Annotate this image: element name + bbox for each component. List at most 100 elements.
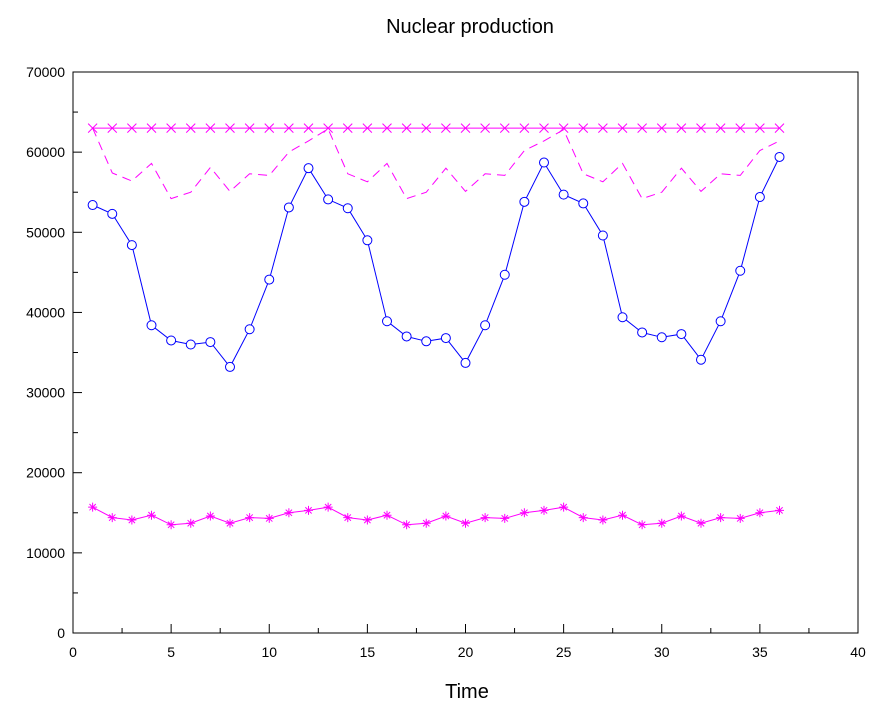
data-point [676,511,686,521]
data-point [166,335,177,346]
data-point [264,123,275,133]
data-point [656,332,667,343]
data-point [754,192,765,203]
data-point [323,123,333,133]
y-tick-label: 70000 [26,64,65,80]
data-point [755,123,765,133]
data-point [303,163,314,174]
data-point [107,208,118,219]
series-2 [92,127,780,200]
data-point [342,123,353,133]
data-point [205,123,216,133]
data-point [735,123,746,133]
x-tick-label: 35 [752,644,768,660]
data-point [166,520,176,530]
data-point [656,123,667,133]
series-3 [87,123,785,133]
x-tick-label: 0 [69,644,77,660]
data-point [559,502,569,512]
y-tick-label: 20000 [26,465,65,481]
axes: 0 5 10 15 20 25 30 35 40 0 10000 20000 30000 40000 500… [26,64,866,660]
data-point [127,515,137,525]
data-point [597,230,608,241]
data-point [185,339,196,350]
series-line [92,156,780,368]
data-point [303,123,314,133]
data-point [323,194,334,205]
data-point [539,157,549,168]
data-point [716,513,726,523]
x-tick-label: 5 [167,644,175,660]
x-axis-title: Time [445,681,489,703]
data-point [342,203,353,214]
data-point [127,123,137,133]
data-point [519,123,530,133]
data-point [304,505,313,515]
data-point [500,513,510,523]
data-point [637,327,648,338]
data-point [362,235,373,246]
data-point [598,515,608,525]
data-point [461,518,470,528]
x-tick-label: 30 [654,644,670,660]
data-point [676,329,687,340]
plot-area [87,123,785,530]
data-point [696,123,706,133]
data-point [578,123,589,133]
data-point [284,123,294,133]
series-4 [88,502,784,530]
y-tick-label: 60000 [26,144,65,160]
data-point [480,513,490,523]
data-point [166,123,176,133]
data-point [775,505,784,515]
data-point [362,515,372,525]
data-point [539,123,549,133]
data-point [421,336,432,347]
data-point [440,333,451,344]
data-point [755,508,765,518]
data-point [284,508,294,518]
data-point [715,123,726,133]
data-point [185,123,196,133]
data-point [539,505,549,515]
data-point [343,513,353,523]
data-point [774,123,785,133]
data-point [558,123,569,133]
data-point [441,123,451,133]
y-tick-label: 40000 [26,304,65,320]
data-point [618,510,627,520]
series-line [92,506,780,526]
data-point [382,510,392,520]
data-point [578,198,589,209]
data-point [244,324,255,335]
data-point [382,123,392,133]
x-tick-label: 25 [556,644,572,660]
data-point [558,189,569,200]
x-tick-label: 10 [261,644,277,660]
data-point [205,337,216,348]
y-tick-label: 50000 [26,224,65,240]
data-point [499,123,510,133]
data-point [244,123,255,133]
y-tick-label: 10000 [26,545,65,561]
data-point [460,123,471,133]
data-point [696,354,706,365]
series-1 [87,151,785,372]
data-point [441,511,451,521]
data-point [657,518,667,528]
data-point [264,274,275,285]
data-point [480,320,491,331]
data-point [421,123,432,133]
data-point [499,269,510,280]
data-point [126,240,137,251]
data-point [519,196,530,207]
data-point [283,202,294,213]
data-point [147,510,156,520]
data-point [225,361,235,372]
data-point [774,151,785,162]
data-point [617,312,628,323]
data-point [107,513,117,523]
y-tick-label: 30000 [26,385,65,401]
